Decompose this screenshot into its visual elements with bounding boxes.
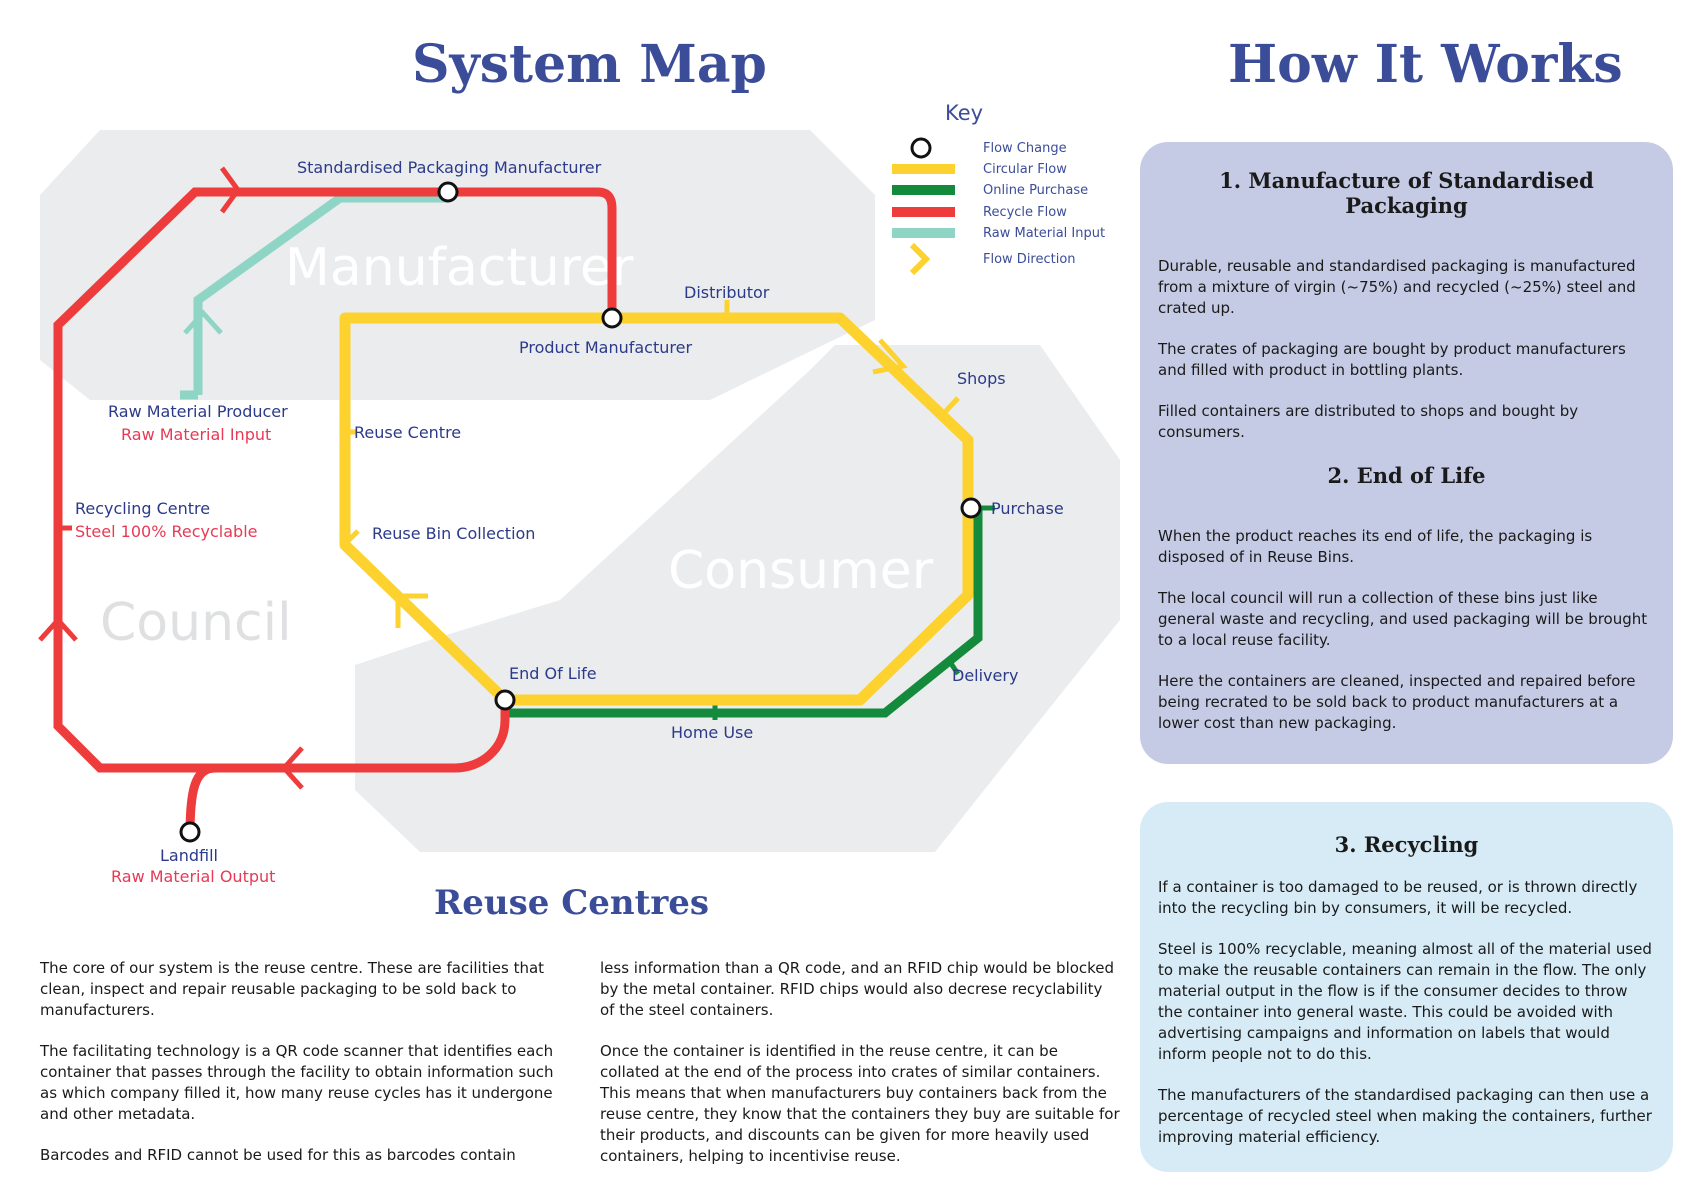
recycle-loop-line xyxy=(53,187,617,773)
reuse-paragraph: less information than a QR code, and an … xyxy=(600,959,1115,1019)
key-label-recycle-flow: Recycle Flow xyxy=(983,205,1067,220)
manufacturer-zone xyxy=(40,130,875,400)
label-shops: Shops xyxy=(957,369,1006,388)
label-recycling-centre: Recycling Centre xyxy=(75,499,210,518)
label-delivery: Delivery xyxy=(952,666,1018,685)
reuse-paragraph: The core of our system is the reuse cent… xyxy=(40,959,545,1019)
council-zone-label: Council xyxy=(100,593,292,653)
circular-flow-line xyxy=(339,312,974,706)
station-end-of-life xyxy=(494,689,516,711)
label-home-use: Home Use xyxy=(671,723,753,742)
reuse-bin-tick xyxy=(344,529,360,545)
label-product-manufacturer: Product Manufacturer xyxy=(519,338,692,357)
section-3-paragraph: Steel is 100% recyclable, meaning almost… xyxy=(1158,940,1652,1063)
section-2-heading: 2. End of Life xyxy=(1327,463,1486,488)
system-map-title: System Map xyxy=(412,34,767,95)
how-it-works-panel-3: 3. Recycling If a container is too damag… xyxy=(1140,802,1673,1172)
section-1-paragraph: Filled containers are distributed to sho… xyxy=(1158,402,1579,441)
recycle-arrow-top xyxy=(219,166,242,214)
key-label-raw-material-input: Raw Material Input xyxy=(983,226,1105,241)
station-landfill xyxy=(179,821,201,843)
recycle-arrow-bottom xyxy=(280,746,304,790)
label-raw-material-output: Raw Material Output xyxy=(111,867,275,886)
delivery-tick xyxy=(947,660,961,676)
reuse-paragraph: Barcodes and RFID cannot be used for thi… xyxy=(40,1146,516,1164)
key-label-flow-change: Flow Change xyxy=(983,141,1067,156)
label-reuse-bin-collection: Reuse Bin Collection xyxy=(372,524,535,543)
recycle-arrow-left-side xyxy=(38,616,78,642)
key-label-flow-direction: Flow Direction xyxy=(983,252,1076,267)
label-raw-material-producer: Raw Material Producer xyxy=(108,402,288,421)
section-3-heading: 3. Recycling xyxy=(1334,832,1479,857)
label-standardised-packaging-manufacturer: Standardised Packaging Manufacturer xyxy=(297,158,602,177)
label-distributor: Distributor xyxy=(684,283,770,302)
section-3-paragraph: The manufacturers of the standardised pa… xyxy=(1158,1086,1652,1146)
label-steel-recyclable: Steel 100% Recyclable xyxy=(75,522,257,541)
label-end-of-life: End Of Life xyxy=(509,664,597,683)
consumer-zone-label: Consumer xyxy=(668,541,934,601)
reuse-centres-title: Reuse Centres xyxy=(434,883,710,923)
label-reuse-centre: Reuse Centre xyxy=(354,423,461,442)
how-it-works-title: How It Works xyxy=(1228,34,1623,95)
section-1-paragraph: Durable, reusable and standardised packa… xyxy=(1158,257,1636,317)
label-landfill: Landfill xyxy=(160,846,218,865)
station-purchase xyxy=(960,497,982,519)
reuse-centres-column-left: The core of our system is the reuse cent… xyxy=(40,958,560,1186)
section-3-paragraph: If a container is too damaged to be reus… xyxy=(1158,878,1638,917)
system-map-diagram: Manufacturer Consumer Council Standardis… xyxy=(38,101,1120,886)
section-1-paragraph: The crates of packaging are bought by pr… xyxy=(1158,340,1626,379)
label-purchase: Purchase xyxy=(991,499,1064,518)
key-label-online-purchase: Online Purchase xyxy=(983,183,1088,198)
station-standardised-packaging xyxy=(437,181,459,203)
section-2-paragraph: When the product reaches its end of life… xyxy=(1158,527,1593,566)
section-1-heading: 1. Manufacture of Standardised Packaging xyxy=(1219,168,1594,218)
key-title: Key xyxy=(945,101,983,125)
circular-arrow-top-right xyxy=(872,338,908,375)
shops-tick xyxy=(943,396,960,414)
raw-material-input-line xyxy=(193,193,448,395)
reuse-centres-column-right: less information than a QR code, and an … xyxy=(600,958,1120,1187)
how-it-works-panel-1-2: 1. Manufacture of Standardised Packaging… xyxy=(1140,142,1673,764)
raw-material-arrow xyxy=(183,309,223,335)
station-product-manufacturer xyxy=(601,307,623,329)
label-raw-material-input: Raw Material Input xyxy=(121,425,271,444)
key-flow-change-swatch xyxy=(910,137,932,159)
online-purchase-line xyxy=(505,508,983,718)
circular-arrow-left xyxy=(395,593,428,628)
reuse-paragraph: Once the container is identified in the … xyxy=(600,1042,1120,1165)
key-flow-direction-swatch xyxy=(909,242,931,276)
section-2-paragraph: Here the containers are cleaned, inspect… xyxy=(1158,672,1636,732)
key-label-circular-flow: Circular Flow xyxy=(983,162,1067,177)
section-2-paragraph: The local council will run a collection … xyxy=(1158,589,1648,649)
manufacturer-zone-label: Manufacturer xyxy=(285,238,634,298)
reuse-paragraph: The facilitating technology is a QR code… xyxy=(40,1042,554,1123)
consumer-zone xyxy=(355,345,1120,852)
